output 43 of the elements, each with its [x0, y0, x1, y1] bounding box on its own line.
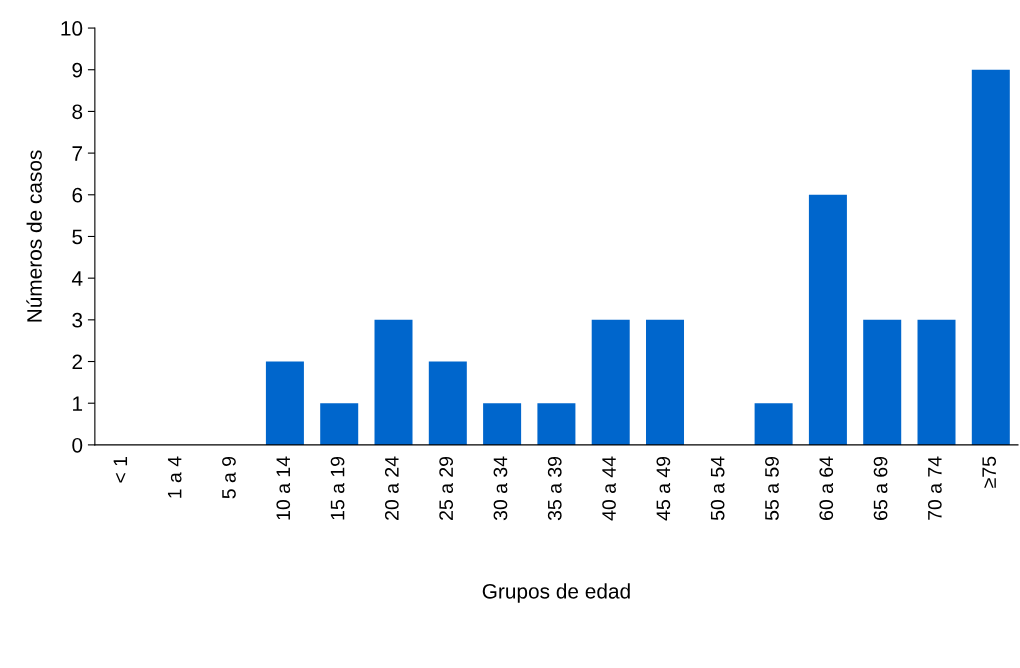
- bar: [428, 361, 467, 445]
- y-tick-label: 8: [72, 104, 83, 120]
- x-tick-label: 1 a 4: [167, 456, 182, 498]
- x-tick-label: ≥75: [982, 456, 997, 488]
- y-tick-label: 10: [61, 21, 83, 36]
- x-tick-label: 40 a 44: [602, 456, 616, 521]
- bar: [971, 69, 1010, 445]
- x-tick-label: 10 a 14: [276, 456, 291, 520]
- x-tick-label: < 1: [113, 456, 128, 483]
- y-tick-label: 2: [72, 354, 83, 370]
- x-tick-label: 65 a 69: [873, 456, 888, 520]
- bar: [591, 319, 630, 445]
- x-tick-label: 55 a 59: [765, 456, 779, 521]
- y-tick-label: 9: [72, 62, 83, 78]
- y-tick-label: 4: [71, 271, 83, 286]
- x-axis-title: Grupos de edad: [482, 583, 630, 603]
- x-tick-label: 15 a 19: [330, 456, 345, 520]
- bar: [374, 319, 413, 445]
- bar: [265, 361, 304, 445]
- bar: [863, 319, 902, 445]
- x-tick-label: 35 a 39: [547, 456, 562, 521]
- bar: [320, 403, 359, 445]
- bar: [646, 319, 685, 445]
- y-tick-label: 5: [72, 229, 83, 245]
- x-tick-label: 45 a 49: [656, 456, 671, 521]
- y-tick-label: 7: [72, 146, 83, 161]
- x-tick-label: 70 a 74: [927, 456, 942, 520]
- x-tick-label: 20 a 24: [384, 456, 399, 520]
- x-tick-label: 60 a 64: [819, 456, 834, 520]
- y-tick-label: 3: [72, 312, 83, 328]
- y-axis-title: Números de casos: [26, 150, 42, 322]
- bar: [917, 319, 956, 445]
- x-tick-label: 5 a 9: [222, 456, 236, 499]
- x-tick-label: 50 a 54: [710, 456, 725, 521]
- y-tick-label: 0: [72, 437, 83, 453]
- bar: [808, 194, 847, 445]
- bar: [483, 403, 522, 445]
- y-tick-label: 1: [73, 396, 83, 411]
- y-tick-label: 6: [72, 187, 83, 203]
- bar: [537, 403, 576, 445]
- bar: [754, 403, 793, 445]
- x-tick-label: 30 a 34: [493, 456, 508, 521]
- x-tick-label: 25 a 29: [439, 456, 454, 520]
